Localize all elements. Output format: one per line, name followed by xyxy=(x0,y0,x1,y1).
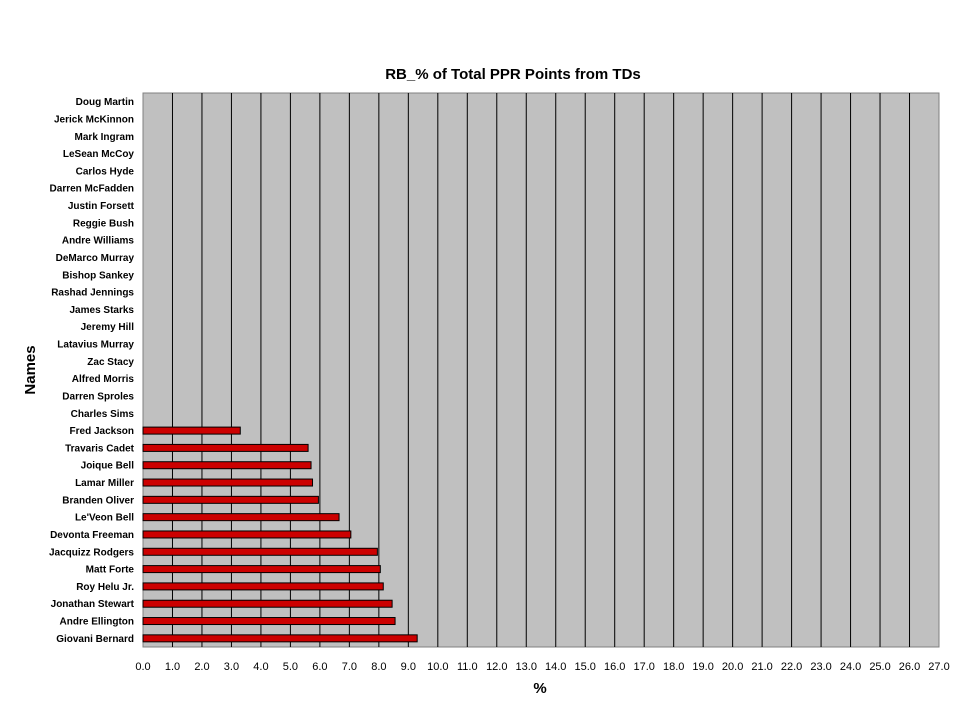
bar xyxy=(142,461,312,470)
category-label: Justin Forsett xyxy=(68,201,135,212)
x-axis-label: % xyxy=(533,680,546,697)
x-tick-label: 16.0 xyxy=(604,661,625,673)
x-tick-label: 23.0 xyxy=(810,661,831,673)
category-label: Branden Oliver xyxy=(62,495,134,506)
category-label: Joique Bell xyxy=(81,461,135,472)
bar xyxy=(142,443,309,452)
category-label: Giovani Bernard xyxy=(56,634,134,645)
category-label: Rashad Jennings xyxy=(51,288,134,299)
category-label: Bishop Sankey xyxy=(62,270,134,281)
x-tick-label: 6.0 xyxy=(312,661,327,673)
x-tick-label: 0.0 xyxy=(135,661,150,673)
x-tick-label: 26.0 xyxy=(899,661,920,673)
x-tick-label: 13.0 xyxy=(516,661,537,673)
x-tick-label: 5.0 xyxy=(283,661,298,673)
category-label: Jeremy Hill xyxy=(81,322,135,333)
category-label: Alfred Morris xyxy=(72,374,135,385)
y-axis-label: Names xyxy=(22,345,39,394)
category-label: Lamar Miller xyxy=(75,478,134,489)
category-label: Reggie Bush xyxy=(73,218,134,229)
x-tick-label: 15.0 xyxy=(575,661,596,673)
bar xyxy=(142,530,352,539)
x-tick-label: 25.0 xyxy=(869,661,890,673)
category-label: Jonathan Stewart xyxy=(51,599,135,610)
x-tick-label: 11.0 xyxy=(457,661,478,673)
x-tick-label: 24.0 xyxy=(840,661,861,673)
x-tick-label: 8.0 xyxy=(371,661,386,673)
category-label: Jacquizz Rodgers xyxy=(49,547,134,558)
bar xyxy=(142,547,378,556)
category-label: Roy Helu Jr. xyxy=(76,582,134,593)
category-label: James Starks xyxy=(70,305,135,316)
x-tick-label: 3.0 xyxy=(224,661,239,673)
category-label: Devonta Freeman xyxy=(50,530,134,541)
x-tick-label: 12.0 xyxy=(486,661,507,673)
bar xyxy=(142,513,340,522)
category-label: Carlos Hyde xyxy=(76,166,135,177)
bar xyxy=(142,478,314,487)
x-tick-label: 10.0 xyxy=(427,661,448,673)
x-tick-labels: 0.0 1.0 2.0 3.0 4.0 5.0 6.0 7.0 8.0 9.0 10.0 11.0 12… xyxy=(135,661,949,673)
x-tick-label: 7.0 xyxy=(342,661,357,673)
category-label: LeSean McCoy xyxy=(63,149,135,160)
category-label: Zac Stacy xyxy=(87,357,134,368)
bar xyxy=(142,634,418,643)
category-label: Darren Sproles xyxy=(62,391,134,402)
bar xyxy=(142,426,241,435)
x-tick-label: 21.0 xyxy=(751,661,772,673)
bar xyxy=(142,617,396,626)
category-labels: Doug Martin Jerick McKinnon Mark Ingram LeS… xyxy=(49,97,135,645)
bar xyxy=(142,582,384,591)
x-tick-label: 4.0 xyxy=(253,661,268,673)
category-label: Mark Ingram xyxy=(75,132,135,143)
category-label: Jerick McKinnon xyxy=(54,114,134,125)
category-label: Matt Forte xyxy=(86,565,135,576)
bars xyxy=(142,426,418,643)
x-tick-label: 9.0 xyxy=(401,661,416,673)
x-tick-label: 22.0 xyxy=(781,661,802,673)
category-label: DeMarco Murray xyxy=(56,253,135,264)
x-tick-label: 14.0 xyxy=(545,661,566,673)
x-tick-label: 18.0 xyxy=(663,661,684,673)
category-label: Doug Martin xyxy=(76,97,134,108)
grid-lines xyxy=(171,93,911,647)
x-tick-label: 19.0 xyxy=(692,661,713,673)
category-label: Charles Sims xyxy=(71,409,135,420)
category-label: Le'Veon Bell xyxy=(75,513,134,524)
bar xyxy=(142,565,381,574)
category-label: Darren McFadden xyxy=(50,184,134,195)
x-tick-label: 2.0 xyxy=(194,661,209,673)
x-tick-label: 17.0 xyxy=(633,661,654,673)
plot-area xyxy=(142,92,940,648)
category-label: Fred Jackson xyxy=(70,426,134,437)
category-label: Travaris Cadet xyxy=(65,443,135,454)
x-tick-label: 27.0 xyxy=(928,661,949,673)
bar xyxy=(142,495,319,504)
category-label: Andre Williams xyxy=(62,236,135,247)
x-tick-label: 1.0 xyxy=(165,661,180,673)
category-label: Latavius Murray xyxy=(57,340,134,351)
chart-title: RB_% of Total PPR Points from TDs xyxy=(385,66,641,83)
bar xyxy=(142,599,393,608)
x-tick-label: 20.0 xyxy=(722,661,743,673)
category-label: Andre Ellington xyxy=(60,617,134,628)
